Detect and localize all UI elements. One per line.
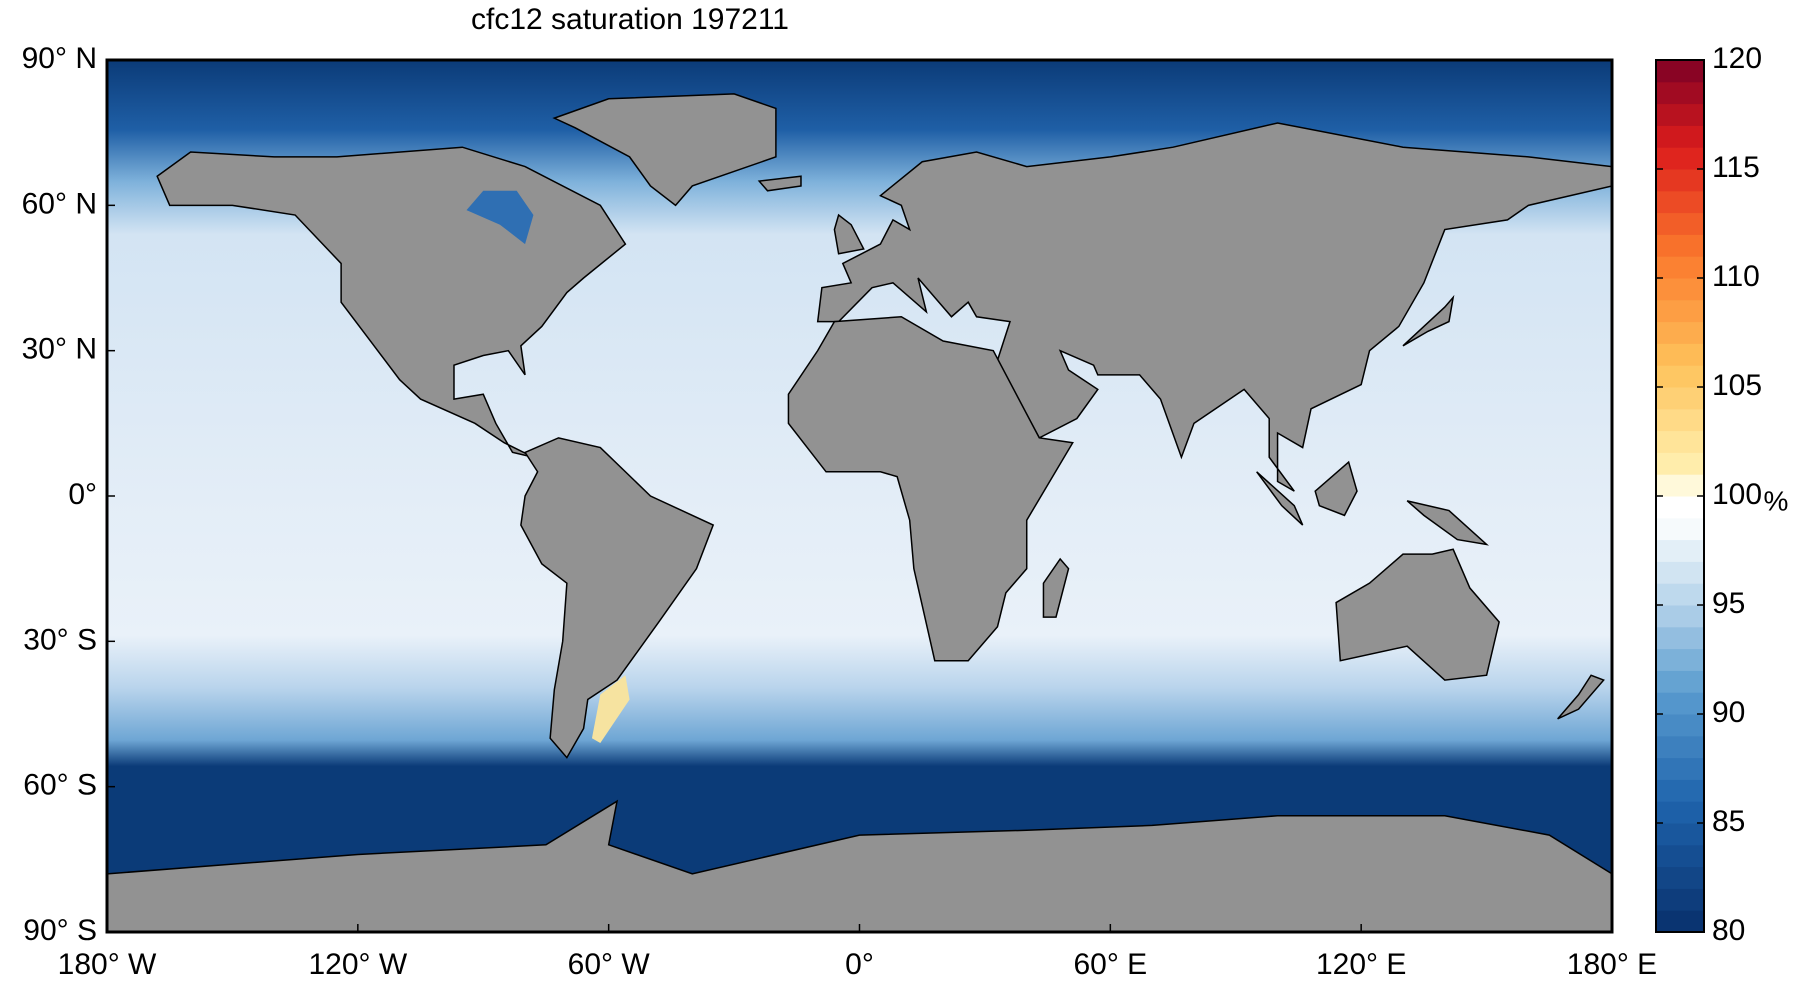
- y-tick-label: 30° N: [22, 333, 97, 366]
- colorbar-tick-label: 110: [1712, 260, 1760, 293]
- y-tick-label: 60° S: [23, 769, 97, 802]
- colorbar-step: [1656, 714, 1704, 737]
- colorbar-step: [1656, 365, 1704, 388]
- colorbar-step: [1656, 583, 1704, 606]
- colorbar-step: [1656, 387, 1704, 410]
- new-zealand: [1558, 675, 1604, 719]
- y-tick-label: 60° N: [22, 187, 97, 220]
- new-guinea: [1407, 501, 1486, 545]
- colorbar-step: [1656, 888, 1704, 911]
- colorbar-tick-label: 105: [1712, 369, 1762, 402]
- colorbar-step: [1656, 234, 1704, 257]
- colorbar-step: [1656, 256, 1704, 279]
- x-tick-label: 180° E: [1567, 948, 1657, 981]
- y-tick-label: 30° S: [23, 623, 97, 656]
- colorbar-step: [1656, 670, 1704, 693]
- land: [107, 94, 1612, 932]
- colorbar-tick-label: 95: [1712, 587, 1745, 620]
- chart-title: cfc12 saturation 197211: [471, 3, 789, 36]
- eurasia: [818, 123, 1612, 491]
- greenland: [554, 94, 776, 205]
- colorbar-step: [1656, 408, 1704, 432]
- colorbar-step: [1656, 779, 1704, 802]
- colorbar-step: [1656, 103, 1704, 126]
- japan: [1403, 297, 1453, 345]
- colorbar-tick-label: 90: [1712, 696, 1745, 729]
- iceland: [759, 176, 801, 191]
- colorbar-tick-label: 100: [1712, 478, 1762, 511]
- colorbar-step: [1656, 474, 1704, 497]
- map: [107, 60, 1612, 932]
- sumatra: [1257, 472, 1303, 525]
- colorbar-step: [1656, 626, 1704, 650]
- x-tick-label: 120° W: [308, 948, 407, 981]
- colorbar-step: [1656, 561, 1704, 584]
- colorbar-step: [1656, 321, 1704, 344]
- patagonia-shelf: [591, 675, 630, 744]
- colorbar-step: [1656, 147, 1704, 170]
- colorbar-step: [1656, 605, 1704, 628]
- colorbar-step: [1656, 81, 1704, 105]
- colorbar-tick-label: 80: [1712, 914, 1745, 947]
- colorbar-step: [1656, 60, 1704, 83]
- x-tick-label: 60° E: [1073, 948, 1147, 981]
- australia: [1336, 549, 1499, 680]
- south-america: [521, 438, 713, 758]
- colorbar-step: [1656, 844, 1704, 868]
- colorbar-step: [1656, 801, 1704, 824]
- antarctica: [107, 801, 1612, 932]
- colorbar-step: [1656, 278, 1704, 301]
- africa: [788, 317, 1072, 661]
- colorbar-step: [1656, 190, 1704, 214]
- colorbar-step: [1656, 125, 1704, 148]
- colorbar-step: [1656, 648, 1704, 671]
- colorbar-step: [1656, 757, 1704, 780]
- colorbar-tick-label: 115: [1712, 151, 1760, 184]
- colorbar-step: [1656, 299, 1704, 323]
- colorbar-label: %: [1764, 485, 1789, 516]
- colorbar-step: [1656, 823, 1704, 846]
- x-tick-label: 60° W: [568, 948, 651, 981]
- y-tick-label: 0°: [68, 478, 97, 511]
- colorbar-step: [1656, 517, 1704, 541]
- x-tick-label: 0°: [845, 948, 874, 981]
- colorbar-step: [1656, 452, 1704, 475]
- colorbar-step: [1656, 735, 1704, 759]
- colorbar-step: [1656, 866, 1704, 889]
- colorbar-step: [1656, 496, 1704, 519]
- y-tick-label: 90° N: [22, 42, 97, 75]
- colorbar-step: [1656, 212, 1704, 235]
- borneo: [1315, 462, 1357, 515]
- colorbar: [1656, 60, 1704, 933]
- colorbar-step: [1656, 910, 1704, 933]
- colorbar-step: [1656, 692, 1704, 715]
- x-tick-label: 120° E: [1316, 948, 1406, 981]
- hudson-bay: [466, 190, 534, 245]
- colorbar-step: [1656, 430, 1704, 453]
- colorbar-tick-label: 120: [1712, 42, 1762, 75]
- y-tick-label: 90° S: [23, 914, 97, 947]
- britain: [834, 215, 863, 254]
- madagascar: [1043, 559, 1068, 617]
- colorbar-step: [1656, 343, 1704, 366]
- x-tick-label: 180° W: [58, 948, 157, 981]
- colorbar-step: [1656, 539, 1704, 562]
- colorbar-step: [1656, 169, 1704, 192]
- colorbar-tick-label: 85: [1712, 805, 1745, 838]
